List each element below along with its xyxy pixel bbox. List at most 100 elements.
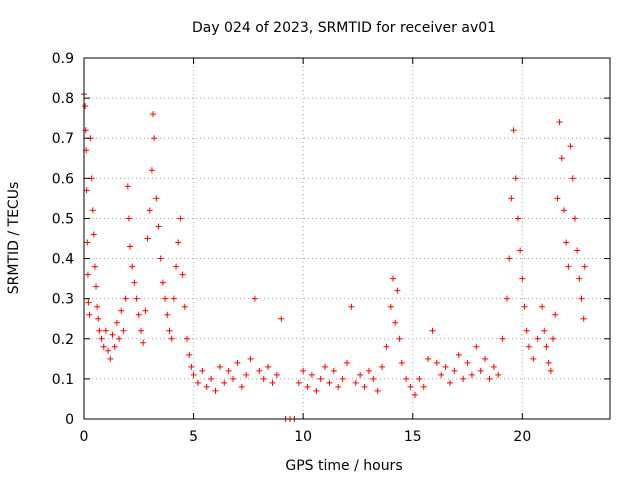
data-point xyxy=(295,379,302,386)
data-point xyxy=(455,351,462,358)
data-point xyxy=(581,263,588,270)
data-point xyxy=(190,371,197,378)
x-tick-label: 10 xyxy=(294,429,312,445)
data-point xyxy=(477,367,484,374)
data-point xyxy=(571,215,578,222)
data-point xyxy=(125,215,132,222)
data-point xyxy=(326,379,333,386)
data-point xyxy=(113,319,120,326)
data-point xyxy=(166,327,173,334)
data-point xyxy=(403,375,410,382)
data-point xyxy=(84,239,91,246)
data-point xyxy=(482,355,489,362)
data-point xyxy=(394,287,401,294)
data-point xyxy=(247,355,254,362)
data-point xyxy=(148,167,155,174)
data-point xyxy=(153,195,160,202)
data-point xyxy=(155,223,162,230)
y-tick-label: 0.3 xyxy=(52,292,74,308)
data-point xyxy=(508,195,515,202)
data-point xyxy=(545,359,552,366)
y-tick-label: 0 xyxy=(65,412,74,428)
data-point xyxy=(91,263,98,270)
data-point xyxy=(541,327,548,334)
data-point xyxy=(552,311,559,318)
data-point xyxy=(102,327,109,334)
data-point xyxy=(170,295,177,302)
data-point xyxy=(131,279,138,286)
data-point xyxy=(265,363,272,370)
data-point xyxy=(107,355,114,362)
data-point xyxy=(433,359,440,366)
data-point xyxy=(84,271,91,278)
data-point xyxy=(221,379,228,386)
y-tick-label: 0.7 xyxy=(52,131,74,147)
data-point xyxy=(243,371,250,378)
data-point xyxy=(181,303,188,310)
data-point xyxy=(560,207,567,214)
data-point xyxy=(574,247,581,254)
data-point xyxy=(339,375,346,382)
data-point xyxy=(567,143,574,150)
data-point xyxy=(109,331,116,338)
x-axis-label: GPS time / hours xyxy=(285,458,402,474)
data-point xyxy=(111,343,118,350)
data-point xyxy=(473,343,480,350)
data-point xyxy=(550,335,557,342)
data-point xyxy=(569,175,576,182)
data-point xyxy=(438,371,445,378)
data-point xyxy=(186,351,193,358)
data-point xyxy=(164,311,171,318)
data-point xyxy=(370,375,377,382)
data-point xyxy=(142,307,149,314)
data-point xyxy=(464,359,471,366)
x-tick-label: 5 xyxy=(189,429,198,445)
data-point xyxy=(396,335,403,342)
data-point xyxy=(208,375,215,382)
data-point xyxy=(194,379,201,386)
data-point xyxy=(179,271,186,278)
data-point xyxy=(129,263,136,270)
data-point xyxy=(510,127,517,134)
data-point xyxy=(514,215,521,222)
data-point xyxy=(357,371,364,378)
y-tick-label: 0.5 xyxy=(52,211,74,227)
data-point xyxy=(85,299,92,306)
data-point xyxy=(517,247,524,254)
data-point xyxy=(230,375,237,382)
data-point xyxy=(234,359,241,366)
data-point xyxy=(127,243,134,250)
data-point xyxy=(137,327,144,334)
y-axis-label: SRMTID / TECUs xyxy=(6,182,22,295)
data-point xyxy=(177,215,184,222)
data-point xyxy=(184,335,191,342)
data-point xyxy=(212,387,219,394)
data-point xyxy=(578,295,585,302)
data-point xyxy=(140,339,147,346)
y-tick-label: 0.2 xyxy=(52,332,74,348)
x-tick-label: 15 xyxy=(404,429,422,445)
data-point xyxy=(122,295,129,302)
data-point xyxy=(521,303,528,310)
y-tick-label: 0.8 xyxy=(52,91,74,107)
data-point xyxy=(203,383,210,390)
data-point xyxy=(383,343,390,350)
axis-ticks: 0 0.1 0.2 0.3 0.4 0.5 0.6 0.7 0.8 0.9 0 5 10 15 20 xyxy=(52,51,610,445)
data-point xyxy=(451,367,458,374)
data-point xyxy=(188,363,195,370)
data-point xyxy=(352,379,359,386)
data-point xyxy=(554,195,561,202)
data-point xyxy=(105,347,112,354)
data-point xyxy=(162,295,169,302)
data-point xyxy=(278,315,285,322)
data-point xyxy=(361,383,368,390)
data-point xyxy=(411,391,418,398)
data-point xyxy=(150,111,157,118)
data-point xyxy=(86,311,93,318)
data-point xyxy=(530,355,537,362)
data-point xyxy=(216,363,223,370)
data-point xyxy=(313,387,320,394)
data-point xyxy=(94,303,101,310)
data-point xyxy=(425,355,432,362)
data-point xyxy=(490,363,497,370)
